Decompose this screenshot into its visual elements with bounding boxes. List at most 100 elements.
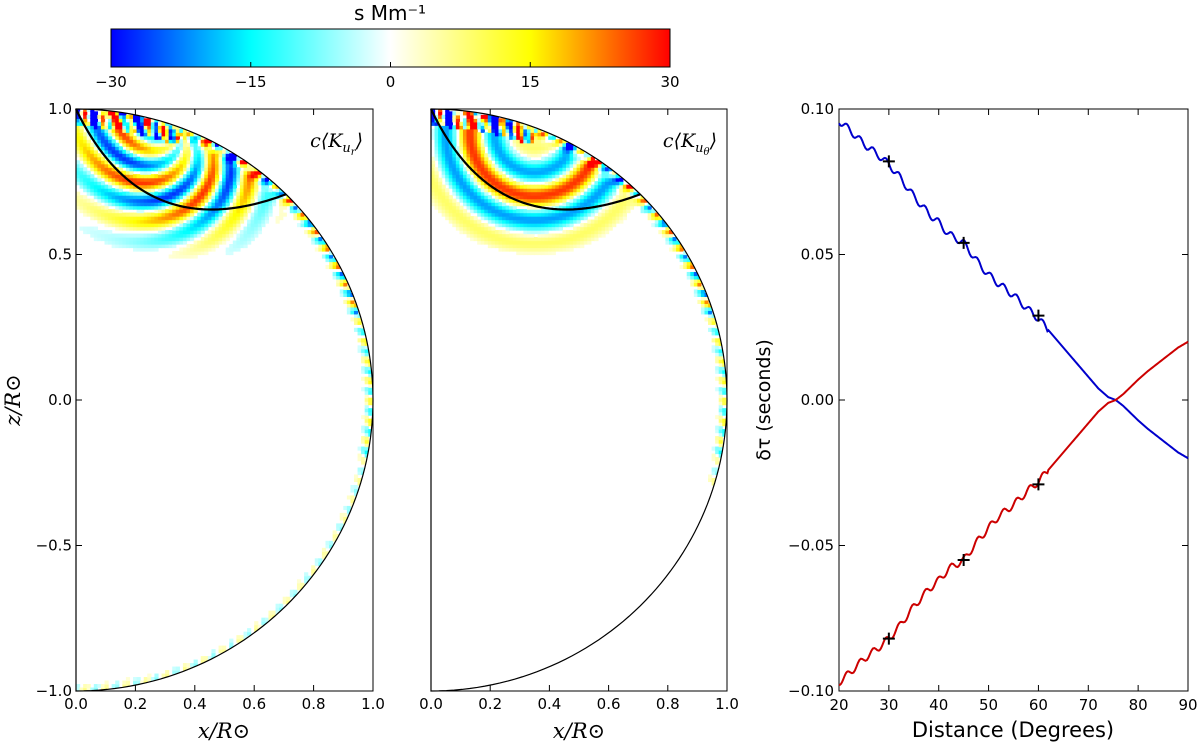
heatmap-cell <box>182 247 188 252</box>
heatmap-cell <box>122 223 127 228</box>
heatmap-cell <box>346 296 352 301</box>
title-sub-ur: u <box>342 141 350 156</box>
heatmap-cell <box>541 247 546 252</box>
heatmap-cell <box>329 544 334 549</box>
heatmap-cell <box>708 474 713 479</box>
heatmap-cell <box>218 188 223 193</box>
heatmap-cell <box>211 226 216 231</box>
heatmap-cell <box>498 132 503 137</box>
heatmap-cell <box>480 230 485 235</box>
heatmap-cell <box>452 167 457 172</box>
heatmap-cell <box>122 226 127 231</box>
heatmap-cell <box>115 198 120 203</box>
heatmap-cell <box>548 216 553 221</box>
heatmap-cell <box>558 209 564 214</box>
heatmap-cell <box>289 205 294 210</box>
heatmap-cell <box>590 170 595 175</box>
heatmap-cell <box>161 128 166 133</box>
heatmap-cell <box>207 191 213 196</box>
heatmap-cell <box>147 167 152 172</box>
heatmap-cell <box>268 181 273 186</box>
heatmap-cell <box>448 114 453 119</box>
heatmap-cell <box>551 198 556 203</box>
heatmap-cell <box>658 219 663 224</box>
heatmap-cell <box>526 149 532 154</box>
heatmap-cell <box>204 163 209 168</box>
heatmap-cell <box>587 240 592 245</box>
heatmap-cell <box>197 177 202 182</box>
heatmap-cell <box>182 149 188 154</box>
heatmap-cell <box>211 188 216 193</box>
heatmap-cell <box>502 198 507 203</box>
heatmap-cell <box>615 195 620 200</box>
heatmap-cell <box>622 212 627 217</box>
heatmap-cell <box>336 523 341 528</box>
heatmap-cell <box>225 184 230 189</box>
heatmap-cell <box>118 139 123 144</box>
heatmap-cell <box>569 142 574 147</box>
heatmap-cell <box>157 219 163 224</box>
heatmap-cell <box>583 230 588 235</box>
heatmap-cell <box>150 121 155 126</box>
heatmap-cell <box>236 156 241 161</box>
heatmap-cell <box>257 195 262 200</box>
heatmap-cell <box>83 205 88 210</box>
heatmap-cell <box>548 184 553 189</box>
heatmap-cell <box>470 237 475 242</box>
heatmap-cell <box>544 244 549 249</box>
heatmap-cell <box>179 184 184 189</box>
heatmap-cell <box>555 244 560 249</box>
heatmap-cell <box>562 237 567 242</box>
heatmap-cell <box>133 216 138 221</box>
heatmap-cell <box>93 114 98 119</box>
heatmap-cell <box>441 125 446 130</box>
heatmap-cell <box>473 149 478 154</box>
heatmap-cell <box>526 125 532 130</box>
heatmap-cell <box>477 135 482 140</box>
heatmap-cell <box>491 226 496 231</box>
heatmap-cell <box>597 163 603 168</box>
heatmap-cell <box>104 219 109 224</box>
heatmap-cell <box>438 114 443 119</box>
heatmap-cell <box>505 212 510 217</box>
heatmap-cell <box>551 251 556 256</box>
heatmap-cell <box>90 216 95 221</box>
heatmap-cell <box>455 188 461 193</box>
heatmap-cell <box>179 202 184 207</box>
heatmap-cell <box>232 230 237 235</box>
heatmap-cell <box>494 184 500 189</box>
heatmap-cell <box>211 177 216 182</box>
x-tick-label: 0.2 <box>123 695 147 713</box>
heatmap-cell <box>104 153 109 158</box>
heatmap-cell <box>229 177 234 182</box>
heatmap-cell <box>161 177 166 182</box>
heatmap-cell <box>215 156 220 161</box>
heatmap-cell <box>445 216 450 221</box>
heatmap-cell <box>76 205 81 210</box>
heatmap-cell <box>108 121 113 126</box>
heatmap-cell <box>225 202 230 207</box>
heatmap-cell <box>548 195 553 200</box>
heatmap-cell <box>505 132 510 137</box>
heatmap-cell <box>534 226 539 231</box>
heatmap-cell <box>583 198 588 203</box>
heatmap-cell <box>168 132 173 137</box>
heatmap-cell <box>608 226 613 231</box>
heatmap-cell <box>100 132 106 137</box>
heatmap-cell <box>612 174 617 179</box>
heatmap-cell <box>125 181 131 186</box>
heatmap-cell <box>368 366 373 371</box>
heatmap-cell <box>218 216 223 221</box>
title-base-utheta: c⟨K <box>663 130 697 152</box>
heatmap-cell <box>455 174 461 179</box>
heatmap-cell <box>573 237 578 242</box>
heatmap-cell <box>115 205 120 210</box>
heatmap-cell <box>346 285 352 291</box>
heatmap-cell <box>647 209 652 214</box>
heatmap-cell <box>243 198 248 203</box>
heatmap-cell <box>154 167 159 172</box>
heatmap-cell <box>590 209 595 214</box>
heatmap-cell <box>565 188 571 193</box>
heatmap-cell <box>590 167 595 172</box>
heatmap-cell <box>576 170 581 175</box>
